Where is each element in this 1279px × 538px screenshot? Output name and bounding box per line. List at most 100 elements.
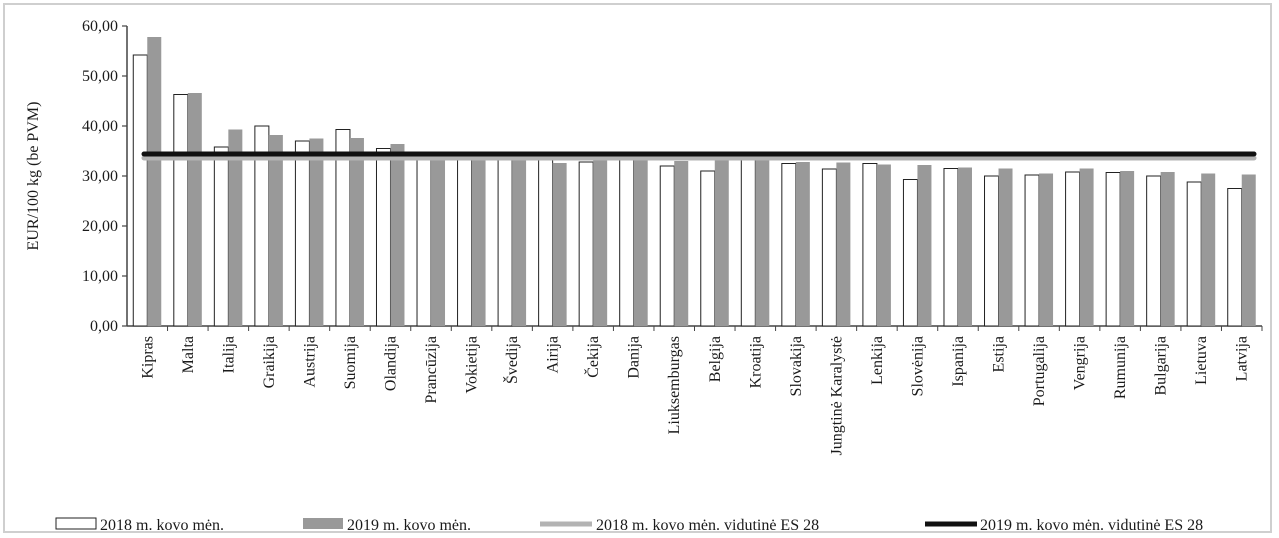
y-axis-label: EUR/100 kg (be PVM) [25, 102, 42, 251]
legend-swatch-2019 [303, 518, 343, 529]
chart-frame [3, 3, 1272, 533]
y-tick-label: 30,00 [82, 168, 118, 185]
bar-2019 [1120, 171, 1135, 326]
bar-2019 [876, 164, 891, 326]
x-tick-label: Kroatija [747, 336, 764, 388]
bar-2018 [375, 148, 391, 327]
y-tick-label: 20,00 [82, 218, 118, 235]
bar-2019 [917, 165, 932, 326]
bar-2019 [1039, 173, 1054, 326]
bar-2018 [821, 168, 837, 327]
x-tick-label: Čekija [583, 336, 602, 378]
x-tick-label: Olandija [382, 336, 399, 391]
x-tick-label: Prancūzija [423, 336, 440, 404]
bar-2018 [781, 163, 797, 327]
bar-2019 [674, 161, 689, 326]
bar-2019 [836, 162, 851, 326]
x-tick-label: Liuksemburgas [666, 336, 683, 434]
bar-2018 [416, 157, 432, 327]
bar-2019 [998, 168, 1013, 326]
bars [132, 37, 1263, 331]
x-tick-label: Jungtinė Karalystė [828, 336, 845, 456]
legend: 2018 m. kovo mėn. 2019 m. kovo mėn. 2018… [55, 517, 1203, 534]
bar-2019 [957, 167, 972, 326]
x-tick-label: Graikija [261, 336, 278, 388]
bar-2018 [619, 156, 635, 327]
bar-2019 [1079, 168, 1094, 326]
bar-2019 [755, 159, 770, 326]
legend-label-2019: 2019 m. kovo mėn. [347, 517, 471, 534]
x-tick-label: Rumunija [1112, 336, 1129, 399]
bar-2018 [1105, 172, 1121, 327]
y-ticks: 0,00 10,00 20,00 30,00 40,00 50,00 60,00 [82, 18, 127, 335]
bar-2018 [862, 163, 878, 327]
x-tick-label: Bulgarija [1153, 336, 1170, 396]
bar-2018 [1146, 175, 1162, 327]
y-tick-label: 0,00 [90, 318, 118, 335]
bar-2019 [552, 163, 567, 326]
x-tick-label: Latvija [1234, 336, 1251, 381]
bar-2019 [147, 37, 162, 326]
legend-label-avg-2019: 2019 m. kovo mėn. vidutinė ES 28 [980, 517, 1203, 534]
x-tick-labels: Kipras Malta Italija Graikija Austrija Suomij… [139, 336, 1250, 456]
legend-label-2018: 2018 m. kovo mėn. [100, 517, 224, 534]
bar-2018 [1024, 174, 1040, 327]
x-tick-label: Estija [991, 336, 1008, 372]
x-tick-label: Lenkija [869, 336, 886, 385]
x-tick-label: Austrija [301, 336, 318, 388]
bar-2018 [943, 168, 959, 327]
bar-2018 [700, 170, 716, 327]
x-tick-label: Italija [220, 336, 237, 373]
y-tick-label: 40,00 [82, 118, 118, 135]
bar-2018 [213, 146, 229, 327]
x-tick-label: Kipras [139, 336, 156, 379]
bar-2019 [471, 159, 486, 326]
x-tick-label: Airija [545, 336, 562, 373]
bar-2018 [740, 159, 756, 327]
legend-label-avg-2018: 2018 m. kovo mėn. vidutinė ES 28 [596, 517, 819, 534]
bar-2019 [1160, 172, 1175, 326]
bar-2018 [578, 161, 594, 327]
bar-2018 [659, 165, 675, 327]
bar-2018 [497, 159, 513, 327]
bar-2018 [294, 140, 310, 327]
bar-2019 [268, 135, 283, 326]
bar-2018 [1065, 171, 1081, 327]
bar-2019 [349, 138, 364, 326]
bar-2019 [1241, 174, 1256, 326]
legend-swatch-2018 [55, 517, 97, 530]
x-tick-label: Švedija [502, 336, 521, 384]
bar-2018 [984, 175, 1000, 327]
bar-2018 [1186, 181, 1202, 327]
x-tick-label: Suomija [342, 336, 359, 389]
y-tick-label: 60,00 [82, 18, 118, 35]
bar-2019 [512, 159, 527, 326]
bar-2019 [1201, 173, 1216, 326]
bar-2019 [390, 144, 405, 326]
bar-2019 [633, 159, 648, 326]
reference-lines [141, 151, 1257, 161]
bar-2018 [173, 94, 189, 327]
x-tick-label: Slovakija [788, 336, 805, 396]
x-tick-label: Lietuva [1193, 336, 1210, 385]
x-tick-label: Belgija [707, 336, 724, 382]
bar-2018 [132, 54, 148, 327]
bar-2018 [902, 179, 918, 327]
x-tick-label: Danija [626, 336, 643, 379]
x-tick-label: Vokietija [464, 336, 481, 393]
x-tick-label: Portugalija [1031, 336, 1048, 406]
bar-2018 [1227, 188, 1243, 327]
bar-2019 [795, 162, 810, 326]
y-tick-label: 10,00 [82, 268, 118, 285]
x-tick-label: Malta [180, 336, 197, 373]
bar-2019 [309, 138, 324, 326]
x-tick-label: Slovėnija [909, 336, 926, 396]
bar-2019 [714, 159, 729, 326]
x-tick-label: Vengrija [1072, 336, 1089, 390]
bar-2019 [431, 156, 446, 326]
bar-2018 [538, 159, 554, 327]
x-tick-label: Ispanija [950, 336, 967, 387]
bar-2019 [593, 158, 608, 326]
bar-2019 [228, 129, 243, 326]
